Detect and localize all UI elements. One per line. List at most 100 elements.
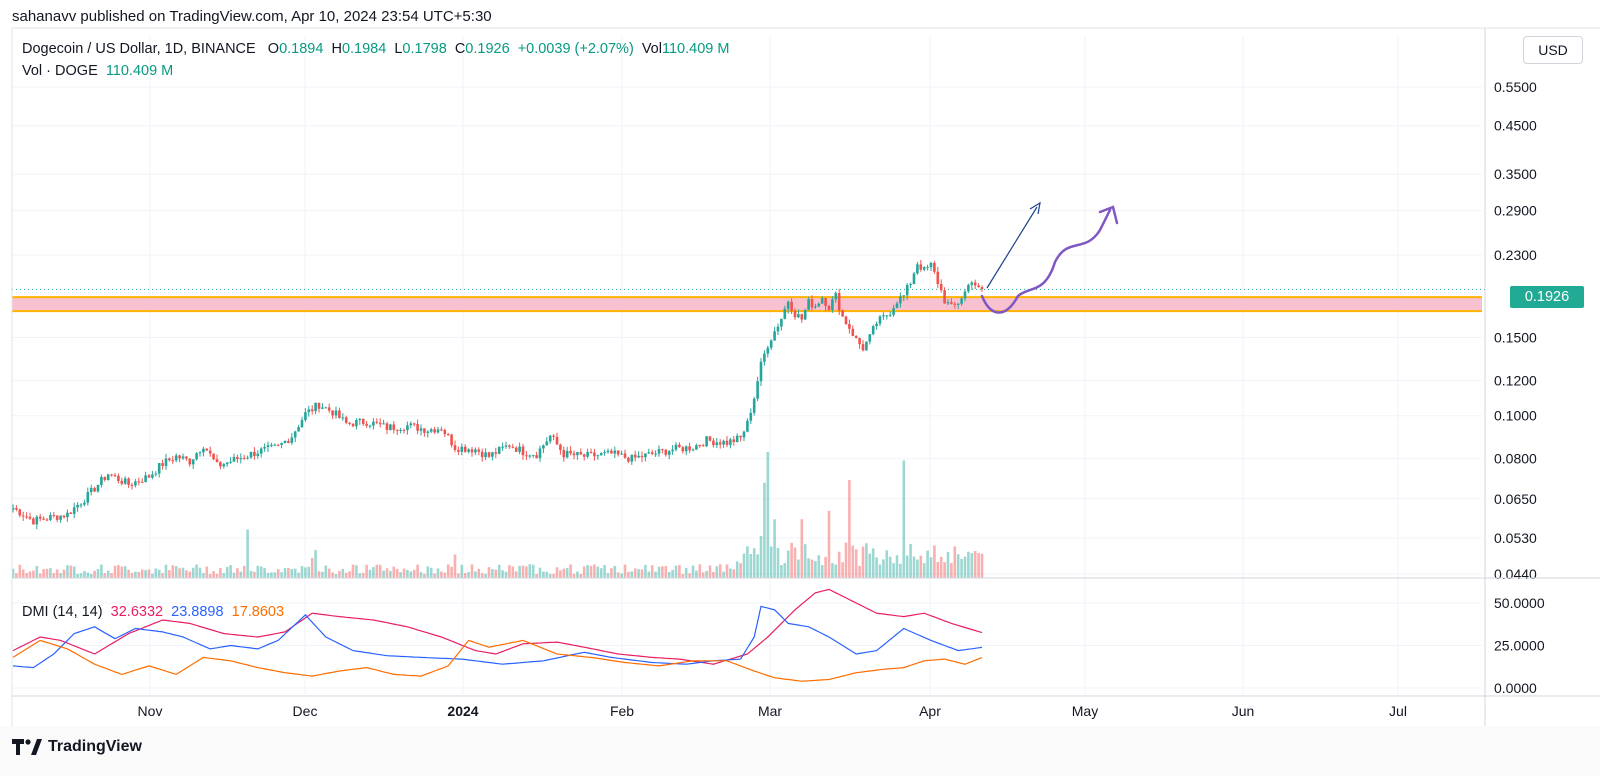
volume-bar [749, 554, 753, 578]
candle-body [361, 418, 365, 424]
volume-indicator-label[interactable]: Vol · DOGE [22, 63, 98, 79]
volume-bar [922, 563, 926, 578]
volume-bar [688, 573, 691, 578]
candle-body [848, 324, 851, 329]
candle-body [440, 429, 443, 431]
candle-body [977, 285, 980, 288]
candle-body [120, 480, 124, 484]
volume-bar [715, 566, 719, 578]
volume-bar [470, 564, 474, 578]
candle-body [919, 264, 923, 270]
candle-body [647, 452, 651, 454]
volume-bar [875, 557, 878, 578]
volume-bar [650, 565, 654, 578]
volume-bar [86, 572, 90, 578]
volume-bar [946, 552, 950, 578]
candle-body [742, 431, 746, 438]
volume-bar [280, 572, 283, 578]
candle-body [402, 429, 406, 431]
candle-body [895, 303, 899, 309]
volume-bar [956, 554, 960, 578]
candle-body [79, 504, 83, 506]
candle-body [144, 475, 147, 483]
volume-bar [130, 572, 134, 578]
candle-body [225, 462, 229, 465]
candle-body [803, 310, 807, 320]
candle-body [912, 273, 916, 285]
candle-body [633, 454, 637, 458]
candle-body [134, 481, 137, 486]
volume-bar [831, 563, 834, 578]
price-tick-label: 0.1000 [1494, 408, 1537, 424]
time-tick-label: Jul [1389, 703, 1407, 719]
candle-body [317, 402, 321, 409]
candle-body [263, 447, 266, 449]
volume-bar [885, 550, 889, 578]
candle-body [763, 353, 766, 362]
candle-body [888, 314, 892, 316]
candle-body [341, 417, 345, 419]
volume-bar [970, 553, 974, 578]
candle-body [684, 446, 688, 452]
candle-body [749, 412, 753, 421]
candle-body [205, 448, 209, 451]
dmi-pane [12, 588, 983, 682]
volume-bar [236, 568, 239, 578]
candle-body [654, 453, 657, 455]
candle-body [212, 453, 215, 460]
candle-body [892, 308, 895, 315]
candle-body [310, 409, 314, 412]
candle-body [100, 476, 103, 485]
volume-bar [477, 568, 481, 578]
volume-bar [15, 573, 18, 578]
candle-body [586, 452, 589, 457]
volume-bar [253, 571, 256, 578]
candle-body [324, 407, 328, 409]
volume-bar [674, 565, 678, 578]
dmi-label[interactable]: DMI (14, 14) [22, 604, 103, 620]
candle-body [943, 290, 946, 304]
candle-body [147, 475, 151, 478]
candle-body [946, 302, 950, 304]
volume-bar [188, 571, 192, 578]
candle-body [542, 445, 545, 449]
candle-body [406, 425, 409, 431]
candle-body [933, 262, 936, 272]
volume-bar [810, 559, 814, 578]
volume-bar [42, 569, 45, 578]
volume-bar [565, 568, 569, 578]
candle-body [331, 410, 334, 416]
currency-selector[interactable]: USD [1523, 36, 1583, 64]
volume-bar [361, 572, 365, 578]
volume-bar [127, 569, 130, 578]
candle-body [885, 315, 889, 317]
price-tick-label: 0.2300 [1494, 247, 1537, 263]
volume-bar [378, 564, 382, 578]
candle-body [270, 444, 273, 446]
volume-bar [59, 573, 62, 578]
candle-body [453, 445, 457, 450]
volume-bar [667, 572, 671, 578]
volume-bar [321, 571, 324, 578]
volume-bar [501, 570, 504, 578]
candle-body [820, 298, 824, 304]
candle-body [538, 448, 542, 459]
footer-brand[interactable]: TradingView [12, 738, 142, 756]
volume-bar [140, 569, 144, 578]
candle-body [382, 423, 385, 425]
candle-body [283, 440, 287, 444]
price-tick-label: 0.5500 [1494, 79, 1537, 95]
symbol-name[interactable]: Dogecoin / US Dollar, 1D, BINANCE [22, 41, 256, 57]
candle-body [610, 450, 613, 454]
low-value: 0.1798 [402, 41, 447, 57]
candle-body [667, 451, 671, 455]
volume-bar [484, 573, 487, 578]
volume-bar [89, 573, 93, 578]
volume-bar [402, 568, 406, 578]
volume-bar [698, 564, 702, 578]
volume-bar [963, 556, 967, 578]
candle-body [834, 293, 838, 300]
candle-body [970, 282, 974, 285]
volume-bar [708, 565, 712, 578]
